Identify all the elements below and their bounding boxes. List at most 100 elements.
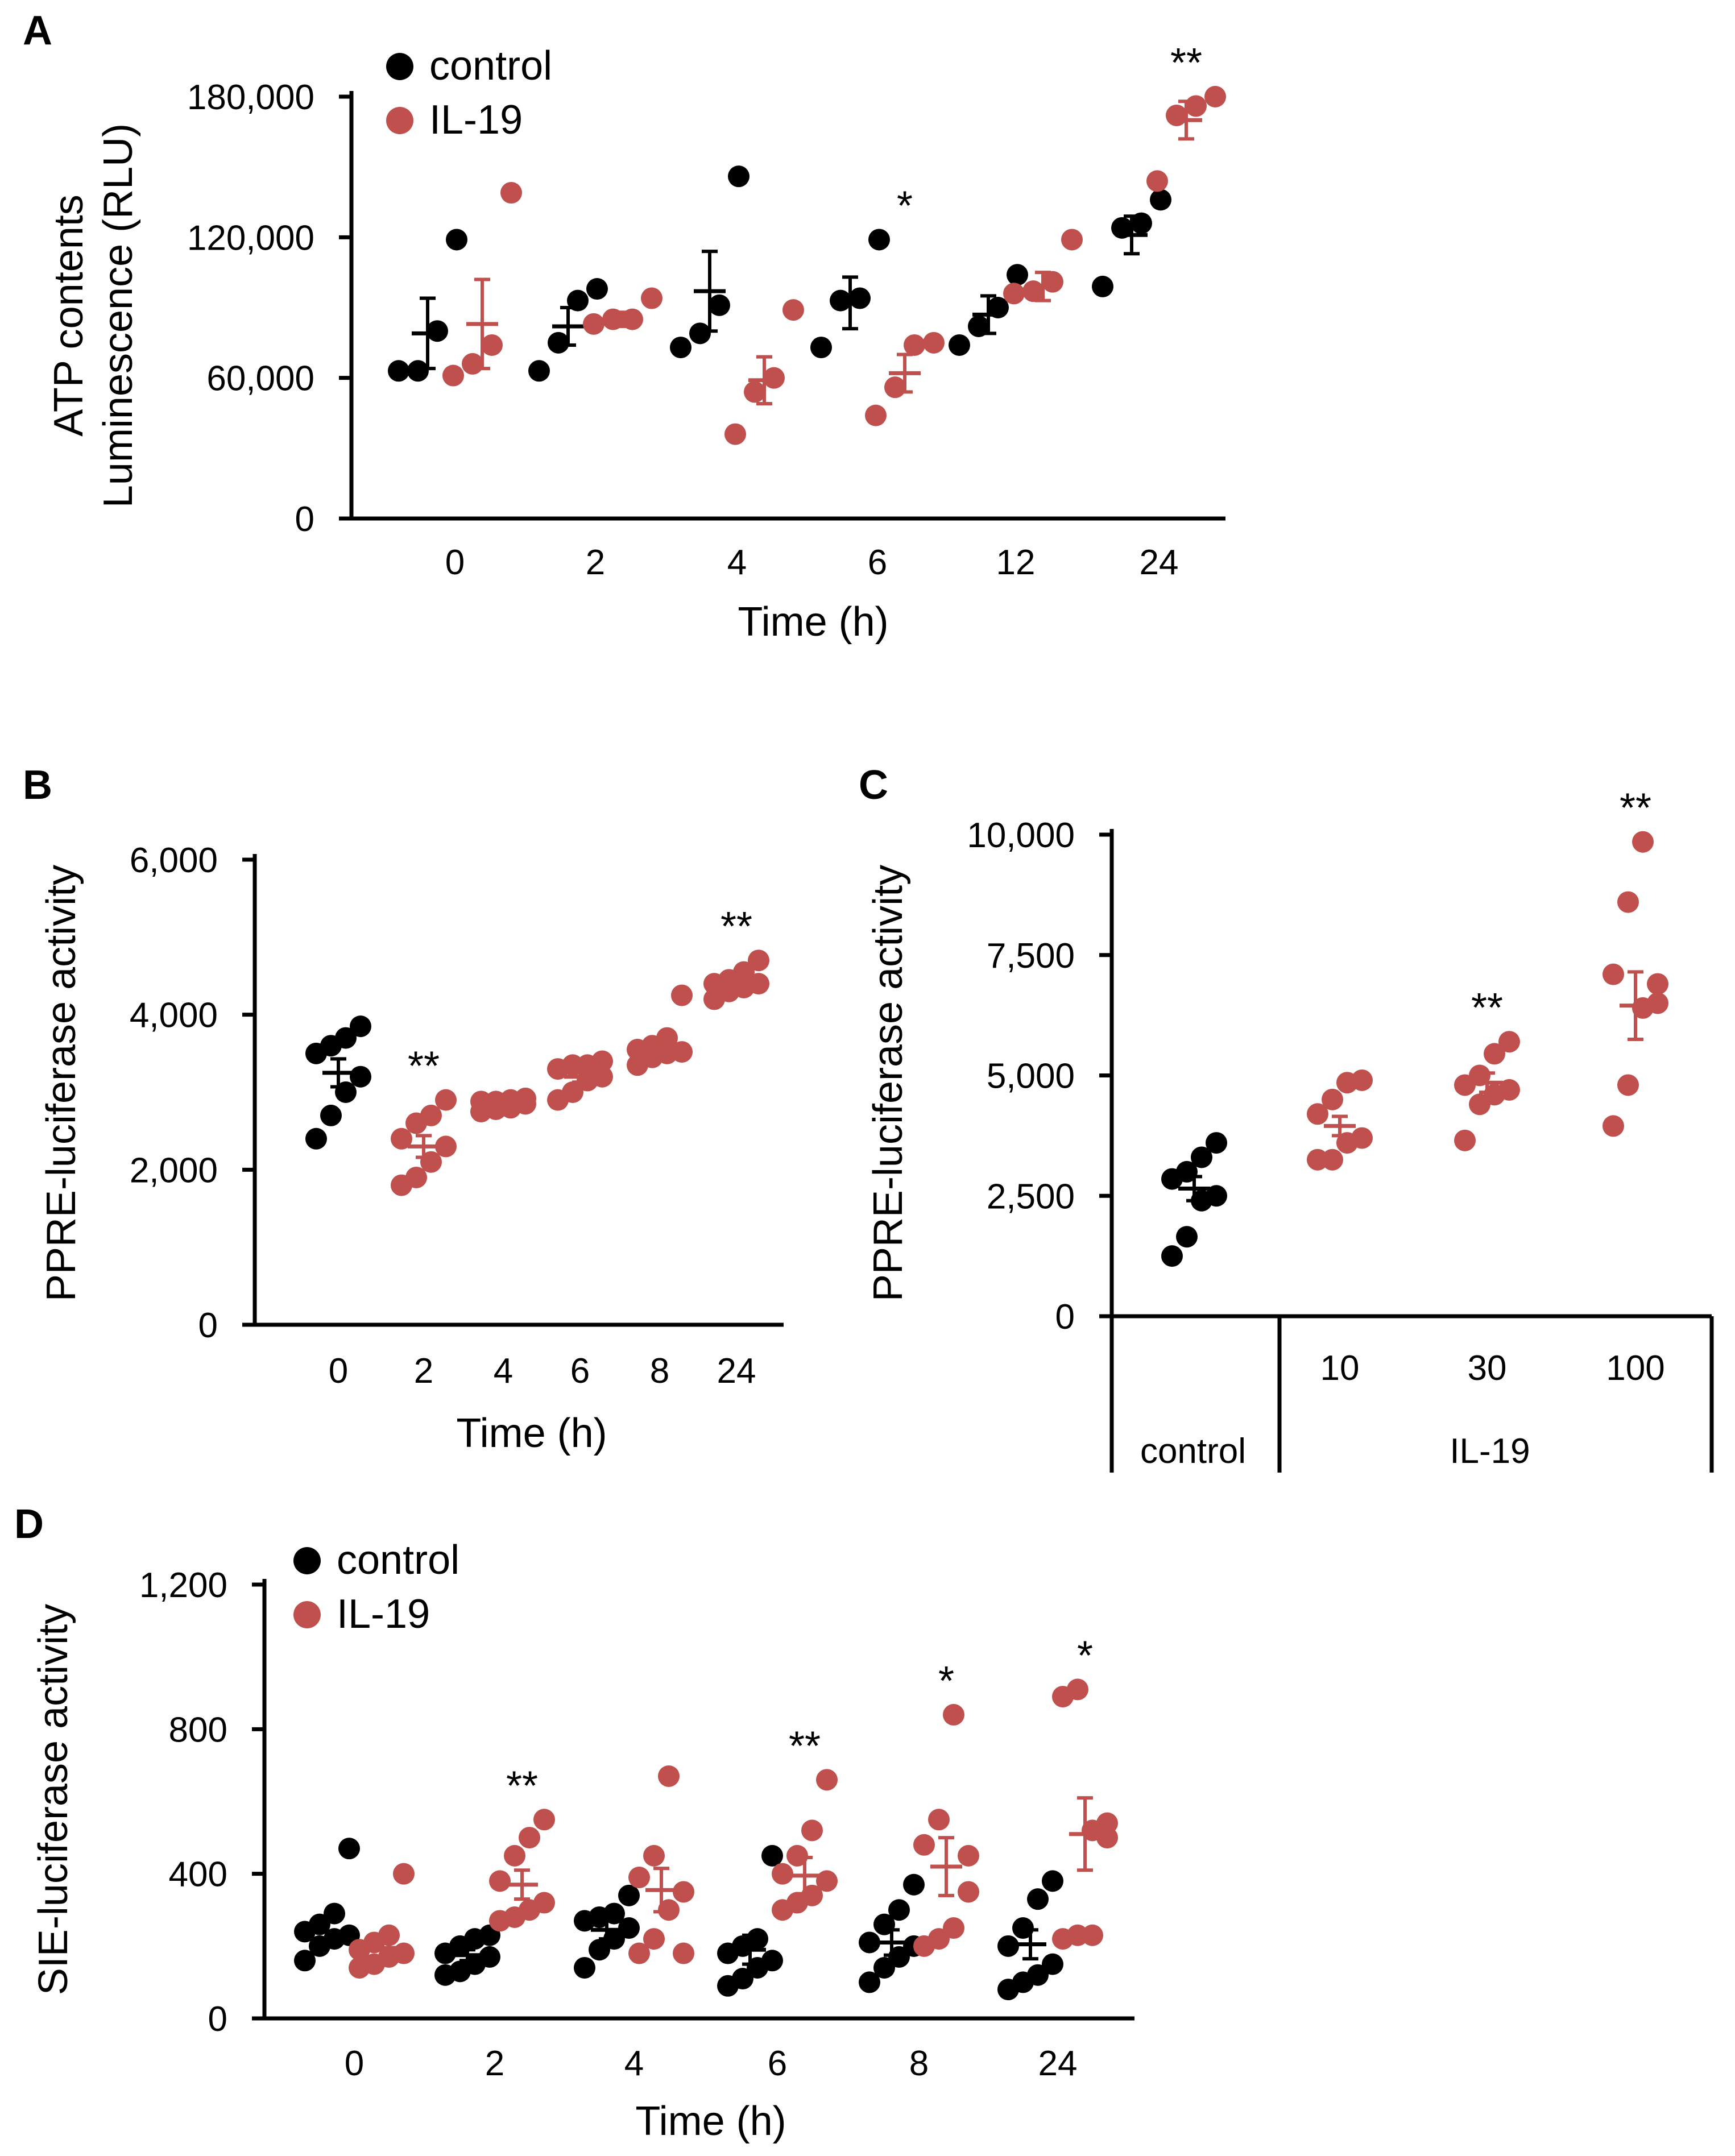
data-point-d-il19 <box>786 1844 808 1867</box>
significance-marker-a: * <box>897 183 913 229</box>
x-tick-label-b: 6 <box>570 1351 590 1391</box>
data-point-a-il19 <box>641 287 662 309</box>
y-tick-label-c: 2,500 <box>987 1177 1075 1216</box>
data-point-a-il19 <box>1061 229 1083 251</box>
data-point-d-il19 <box>1067 1924 1088 1946</box>
data-point-d-il19 <box>643 1844 665 1867</box>
data-point-a-control <box>528 360 550 382</box>
data-point-d-il19 <box>658 1765 680 1787</box>
legend-d-il19-marker <box>293 1601 321 1628</box>
significance-marker-b: ** <box>408 1044 440 1089</box>
data-point-a-control <box>689 322 711 345</box>
data-point-c-il19 <box>1307 1149 1328 1171</box>
legend-a-il19-label: IL-19 <box>429 97 523 143</box>
legend-d-control-marker <box>293 1547 321 1574</box>
data-point-c-control <box>1191 1146 1212 1168</box>
legend-a-il19-marker <box>386 107 413 134</box>
data-point-d-control <box>997 1935 1019 1957</box>
data-point-d-control <box>1027 1964 1049 1986</box>
data-point-c-control <box>1161 1245 1183 1267</box>
panel-label-a: A <box>23 8 52 53</box>
data-point-a-il19 <box>1003 283 1025 305</box>
data-point-d-control <box>294 1950 316 1972</box>
data-point-c-il19 <box>1351 1127 1373 1149</box>
data-point-a-il19 <box>884 376 906 399</box>
x-tick-label-c: 10 <box>1320 1349 1360 1388</box>
x-axis-title-d: Time (h) <box>635 2099 786 2144</box>
y-axis-title-d: SIE-luciferase activity <box>31 1604 76 1995</box>
data-point-a-control <box>407 360 429 382</box>
y-tick-label-c: 0 <box>1055 1297 1075 1337</box>
data-point-a-control <box>709 294 730 316</box>
data-point-a-control <box>868 229 890 251</box>
data-point-d-il19 <box>378 1924 400 1946</box>
y-tick-label-b: 4,000 <box>130 996 218 1035</box>
data-point-d-il19 <box>801 1819 823 1842</box>
data-point-a-il19 <box>1204 86 1226 107</box>
data-point-a-control <box>728 165 750 188</box>
data-point-d-il19 <box>801 1884 823 1906</box>
data-point-a-il19 <box>481 334 503 356</box>
data-point-a-il19 <box>583 313 604 335</box>
significance-marker-d: ** <box>506 1763 538 1809</box>
y-tick-label-c: 7,500 <box>987 936 1075 976</box>
data-point-d-il19 <box>504 1844 525 1867</box>
data-point-d-il19 <box>393 1863 415 1885</box>
data-point-a-control <box>446 229 467 251</box>
data-point-a-control <box>810 337 832 359</box>
data-point-a-control <box>1092 275 1113 297</box>
data-point-a-il19 <box>500 182 522 204</box>
legend-a-control-marker <box>386 53 413 80</box>
data-point-d-il19 <box>816 1870 838 1892</box>
x-tick-label-a: 2 <box>586 543 605 582</box>
data-point-a-il19 <box>1185 95 1207 117</box>
data-point-d-control <box>888 1946 910 1968</box>
significance-marker-b: ** <box>720 904 752 950</box>
c-group-label-control: control <box>1140 1432 1246 1471</box>
data-point-b-il19 <box>591 1050 613 1072</box>
data-point-a-il19 <box>1022 280 1044 302</box>
significance-marker-a: ** <box>1170 40 1202 86</box>
data-point-c-control <box>1206 1132 1227 1154</box>
data-point-d-il19 <box>816 1769 838 1791</box>
x-tick-label-d: 6 <box>768 2044 787 2083</box>
data-point-d-il19 <box>1067 1678 1088 1701</box>
data-point-d-control <box>903 1873 925 1896</box>
x-tick-label-a: 12 <box>996 543 1036 582</box>
y-tick-label-d: 800 <box>169 1710 227 1749</box>
panel-d: D control IL-19 SIE-luciferase activity … <box>14 1502 1134 2144</box>
x-axis-title-a: Time (h) <box>738 599 888 645</box>
data-point-c-il19 <box>1322 1149 1343 1171</box>
y-tick-label-a: 0 <box>295 500 314 539</box>
data-point-d-control <box>1042 1870 1063 1892</box>
data-point-d-il19 <box>1096 1827 1118 1849</box>
data-point-c-il19 <box>1454 1129 1476 1151</box>
data-point-b-il19 <box>435 1089 457 1111</box>
data-point-d-control <box>589 1939 610 1961</box>
data-point-c-il19 <box>1632 831 1654 853</box>
data-point-b-il19 <box>562 1081 583 1103</box>
data-point-b-il19 <box>671 1041 693 1063</box>
data-point-b-il19 <box>405 1166 427 1188</box>
x-tick-label-a: 6 <box>868 543 887 582</box>
x-axis-title-b: Time (h) <box>456 1411 607 1456</box>
data-point-d-il19 <box>958 1844 979 1867</box>
data-point-a-control <box>388 360 409 382</box>
data-point-c-control <box>1206 1185 1227 1207</box>
data-point-d-control <box>859 1931 880 1954</box>
legend-d-il19-label: IL-19 <box>337 1591 430 1637</box>
x-tick-label-d: 8 <box>909 2044 929 2083</box>
data-point-a-control <box>586 278 608 300</box>
data-point-d-il19 <box>628 1867 650 1889</box>
x-tick-label-b: 4 <box>494 1351 513 1391</box>
data-point-b-il19 <box>671 984 693 1006</box>
significance-marker-c: ** <box>1471 985 1503 1031</box>
data-point-d-control <box>888 1899 910 1921</box>
data-point-c-il19 <box>1617 1074 1639 1096</box>
legend-a: control IL-19 <box>386 43 552 143</box>
data-point-d-control <box>747 1928 768 1950</box>
data-point-b-il19 <box>435 1135 457 1158</box>
data-point-a-il19 <box>744 381 765 403</box>
